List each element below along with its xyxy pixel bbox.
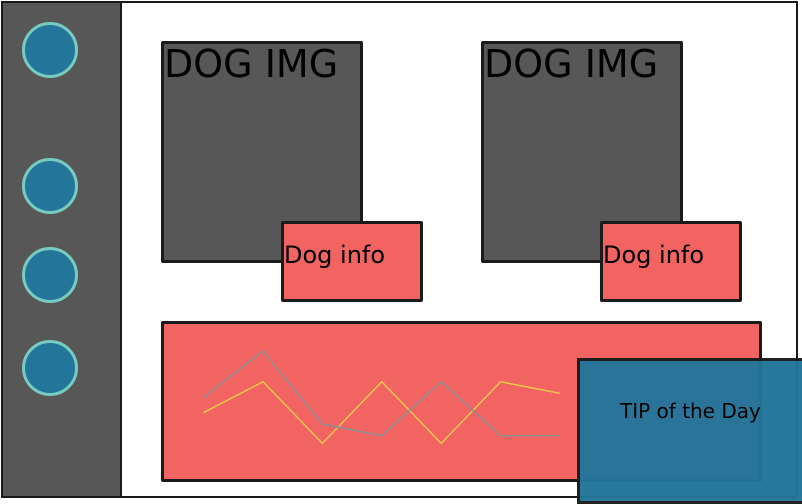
chart-series-line-2: [203, 349, 561, 437]
sidebar-item-4[interactable]: [22, 340, 78, 396]
line-chart: [203, 349, 561, 445]
app-frame: DOG IMG Dog info DOG IMG Dog info: [1, 1, 798, 498]
sidebar-item-2[interactable]: [22, 158, 78, 214]
dog-info-card-1[interactable]: Dog info: [281, 221, 423, 302]
chart-series-line-1: [203, 380, 561, 445]
tip-label: TIP of the Day: [620, 399, 761, 423]
dog-image-label: DOG IMG: [484, 42, 659, 86]
dog-image-label: DOG IMG: [164, 42, 339, 86]
sidebar-item-1[interactable]: [22, 22, 78, 78]
dog-info-card-2[interactable]: Dog info: [600, 221, 742, 302]
dog-image-card-2[interactable]: DOG IMG: [481, 41, 683, 263]
dog-info-label: Dog info: [284, 241, 386, 269]
dog-info-label: Dog info: [603, 241, 705, 269]
dog-image-card-1[interactable]: DOG IMG: [161, 41, 363, 263]
tip-of-the-day-card[interactable]: TIP of the Day: [577, 358, 802, 504]
sidebar-item-3[interactable]: [22, 247, 78, 303]
sidebar: [3, 3, 122, 496]
